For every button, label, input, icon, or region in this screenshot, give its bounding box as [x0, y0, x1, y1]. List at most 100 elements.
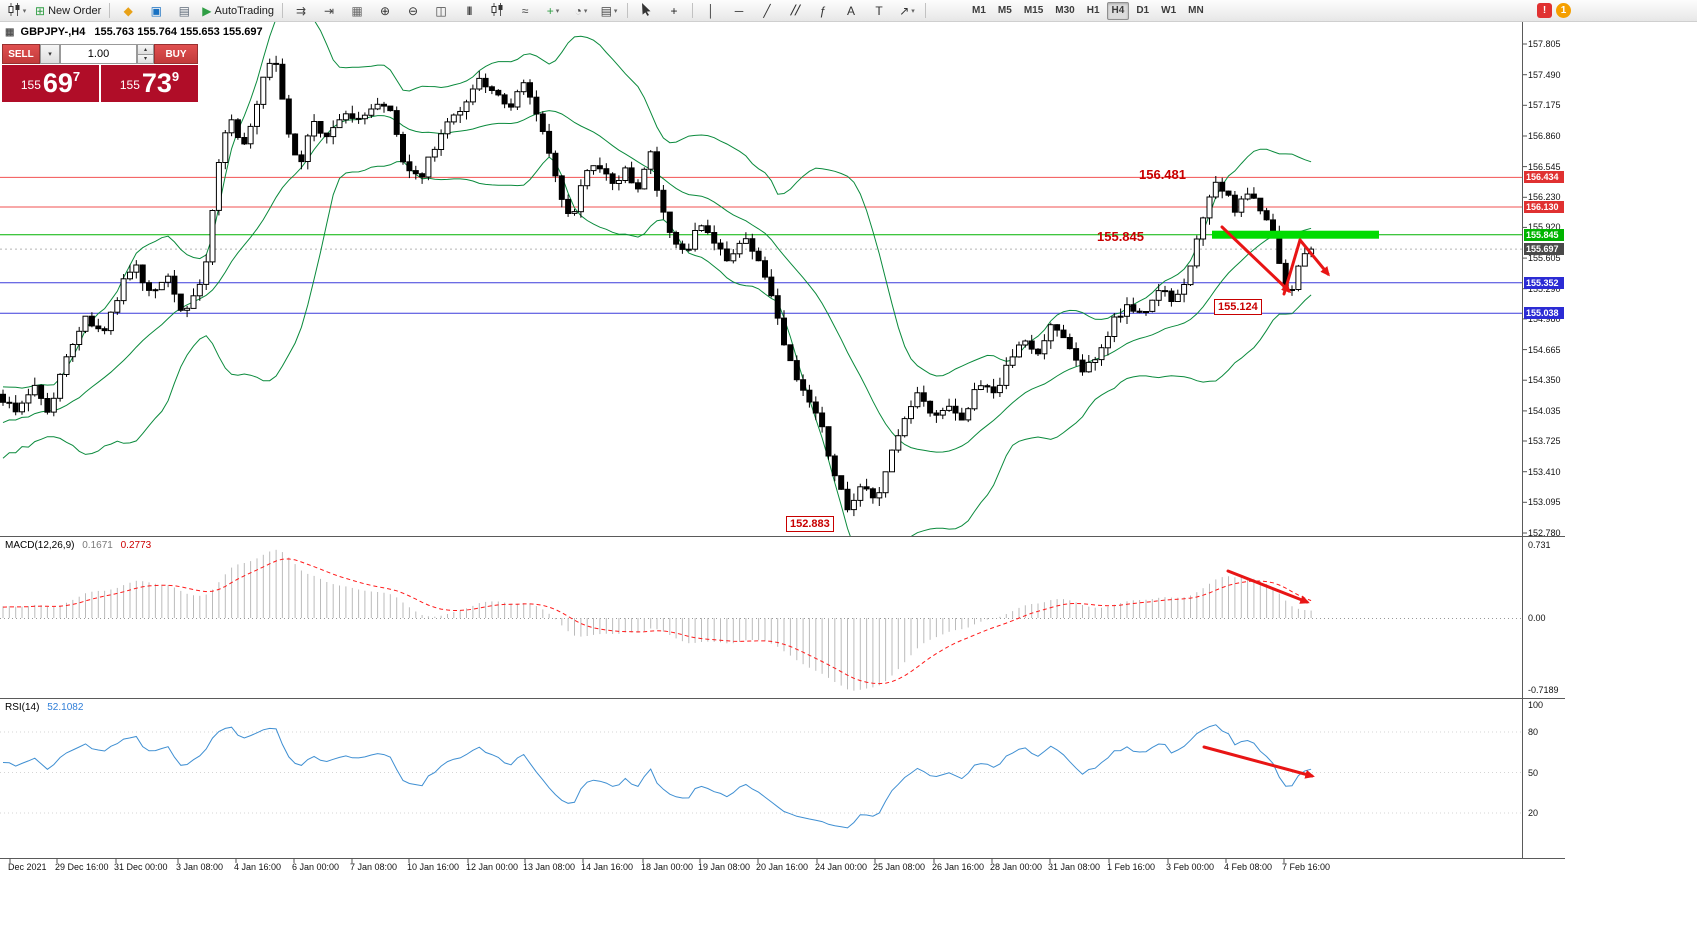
tile-windows-button[interactable]: ◫: [428, 1, 454, 21]
price-tag: 156.434: [1524, 171, 1564, 184]
timeframe-m30-button[interactable]: M30: [1055, 5, 1075, 16]
price-axis-label: 156.545: [1528, 161, 1561, 172]
zoom-out-button[interactable]: ⊖: [400, 1, 426, 21]
time-axis-label: 10 Jan 16:00: [407, 862, 460, 872]
channel-button[interactable]: ╱╱: [782, 1, 808, 21]
new-order-icon: ⊞: [35, 3, 46, 18]
price-axis-label: 157.805: [1528, 39, 1561, 49]
notification-badge[interactable]: 1: [1556, 3, 1571, 18]
candlestick-chart-icon: [491, 3, 504, 18]
alert-icon[interactable]: !: [1537, 3, 1552, 18]
macd-name: MACD(12,26,9): [5, 540, 75, 551]
market-watch-button[interactable]: ▣: [143, 1, 169, 21]
volume-stepper[interactable]: ▴ ▾: [137, 44, 154, 64]
timeframe-w1-button[interactable]: W1: [1161, 5, 1177, 16]
time-axis-label: 31 Jan 08:00: [1048, 862, 1101, 872]
new-order-button[interactable]: ⊞ New Order: [32, 1, 104, 21]
stepper-down-icon[interactable]: ▾: [137, 54, 154, 64]
symbol-title: ▦ GBPJPY-,H4 155.763 155.764 155.653 155…: [5, 26, 263, 38]
timeframe-h4-button[interactable]: H4: [1106, 1, 1130, 20]
time-axis-label: 20 Jan 16:00: [756, 862, 809, 872]
rsi-axis-label: 20: [1528, 808, 1539, 818]
horizontal-line-icon: ─: [734, 3, 744, 18]
annotation-price-label[interactable]: 156.481: [1139, 167, 1186, 182]
price-axis-label: 154.035: [1528, 405, 1561, 416]
timeframe-group: M1 M5 M15 M30 H1 H4 D1 W1 MN: [966, 0, 1210, 22]
timeframe-mn-button[interactable]: MN: [1188, 5, 1204, 16]
horizontal-line-button[interactable]: ─: [726, 1, 752, 21]
dropdown-caret-icon: ▾: [613, 7, 618, 15]
price-tag: 155.697: [1524, 243, 1564, 256]
zoom-in-icon: ⊕: [379, 3, 391, 18]
cursor-button[interactable]: [633, 1, 659, 21]
autotrading-play-icon: ▶: [202, 3, 212, 18]
text-button[interactable]: A: [838, 1, 864, 21]
trendline-icon: ╱: [763, 3, 771, 18]
arrows-button[interactable]: ↗ ▾: [894, 1, 920, 21]
chart-shift-icon: ⇥: [323, 3, 335, 18]
price-axis-label: 152.780: [1528, 528, 1561, 538]
toolbar-items: ▾ ⊞ New Order ◆ ▣ ▤ ▶ AutoTrading ⇉ ⇥ ▦ ⊕ ⊖ ◫ ||| ≈ + ▾ ◔ ▾…: [3, 0, 930, 22]
macd-signal-value: 0.2773: [120, 540, 152, 551]
line-chart-button[interactable]: ≈: [512, 1, 538, 21]
price-axis-label: 155.920: [1528, 222, 1561, 233]
timeframe-m5-button[interactable]: M5: [997, 5, 1012, 16]
trendline-button[interactable]: ╱: [754, 1, 780, 21]
fibonacci-icon: ƒ: [819, 3, 827, 18]
timeframe-m15-button[interactable]: M15: [1023, 5, 1044, 16]
time-axis-label: 3 Feb 00:00: [1166, 862, 1215, 872]
price-axis-label: 157.490: [1528, 69, 1561, 80]
candlestick-chart-button[interactable]: [484, 1, 510, 21]
crosshair-button[interactable]: +: [661, 1, 687, 21]
zoom-in-button[interactable]: ⊕: [372, 1, 398, 21]
vertical-line-button[interactable]: │: [698, 1, 724, 21]
metaeditor-button[interactable]: ◆: [115, 1, 141, 21]
price-axis-label: 157.175: [1528, 100, 1561, 111]
dropdown-caret-icon: ▾: [555, 7, 560, 15]
auto-scroll-icon: ⇉: [295, 3, 307, 18]
time-axis-label: 26 Jan 16:00: [932, 862, 985, 872]
indicators-plus-icon: +: [546, 3, 554, 18]
price-axis-label: 154.665: [1528, 344, 1561, 355]
sell-button[interactable]: SELL: [2, 44, 40, 64]
text-icon: A: [847, 3, 856, 18]
new-chart-button[interactable]: ▾: [4, 1, 30, 21]
volume-input[interactable]: [60, 44, 137, 64]
price-axis-label: 153.095: [1528, 497, 1561, 508]
price-tag: 155.038: [1524, 307, 1564, 320]
chart-svg[interactable]: [0, 0, 1565, 882]
time-axis-label: 14 Jan 16:00: [581, 862, 634, 872]
buy-price-panel[interactable]: 155 73 9: [101, 65, 198, 102]
timeframe-m1-button[interactable]: M1: [972, 5, 986, 16]
annotation-price-label[interactable]: 152.883: [786, 516, 834, 532]
price-tag: 155.352: [1524, 276, 1564, 289]
chart-shift-button[interactable]: ⇥: [316, 1, 342, 21]
templates-button[interactable]: ▤ ▾: [596, 1, 622, 21]
stepper-up-icon[interactable]: ▴: [137, 44, 154, 55]
price-axis[interactable]: 157.805 157.490 157.175 156.860 156.545 156.2…: [1523, 0, 1565, 882]
template-icon: ▤: [600, 3, 612, 18]
text-label-icon: T: [875, 3, 883, 18]
autotrading-button[interactable]: ▶ AutoTrading: [199, 1, 277, 21]
annotation-price-label[interactable]: 155.845: [1097, 229, 1144, 244]
time-axis[interactable]: Dec 2021 29 Dec 16:00 31 Dec 00:00 3 Jan 08…: [0, 858, 1565, 880]
timeframe-h1-button[interactable]: H1: [1086, 5, 1100, 16]
bar-chart-button[interactable]: |||: [456, 1, 482, 21]
annotation-price-label[interactable]: 155.124: [1214, 299, 1262, 315]
fibonacci-button[interactable]: ƒ: [810, 1, 836, 21]
sell-price-panel[interactable]: 155 69 7: [2, 65, 99, 102]
price-axis-label: 156.230: [1528, 192, 1561, 203]
timeframe-d1-button[interactable]: D1: [1136, 5, 1150, 16]
auto-scroll-button[interactable]: ⇉: [288, 1, 314, 21]
order-type-dropdown[interactable]: ▾: [40, 44, 60, 64]
time-axis-label: 31 Dec 00:00: [114, 862, 168, 872]
buy-button[interactable]: BUY: [154, 44, 198, 64]
strategy-tester-button[interactable]: ▤: [171, 1, 197, 21]
arrow-tool-icon: ↗: [899, 3, 910, 18]
indicators-button[interactable]: + ▾: [540, 1, 566, 21]
grid-button[interactable]: ▦: [344, 1, 370, 21]
buy-price-pips: 73: [141, 68, 172, 98]
text-label-button[interactable]: T: [866, 1, 892, 21]
periods-button[interactable]: ◔ ▾: [568, 1, 594, 21]
